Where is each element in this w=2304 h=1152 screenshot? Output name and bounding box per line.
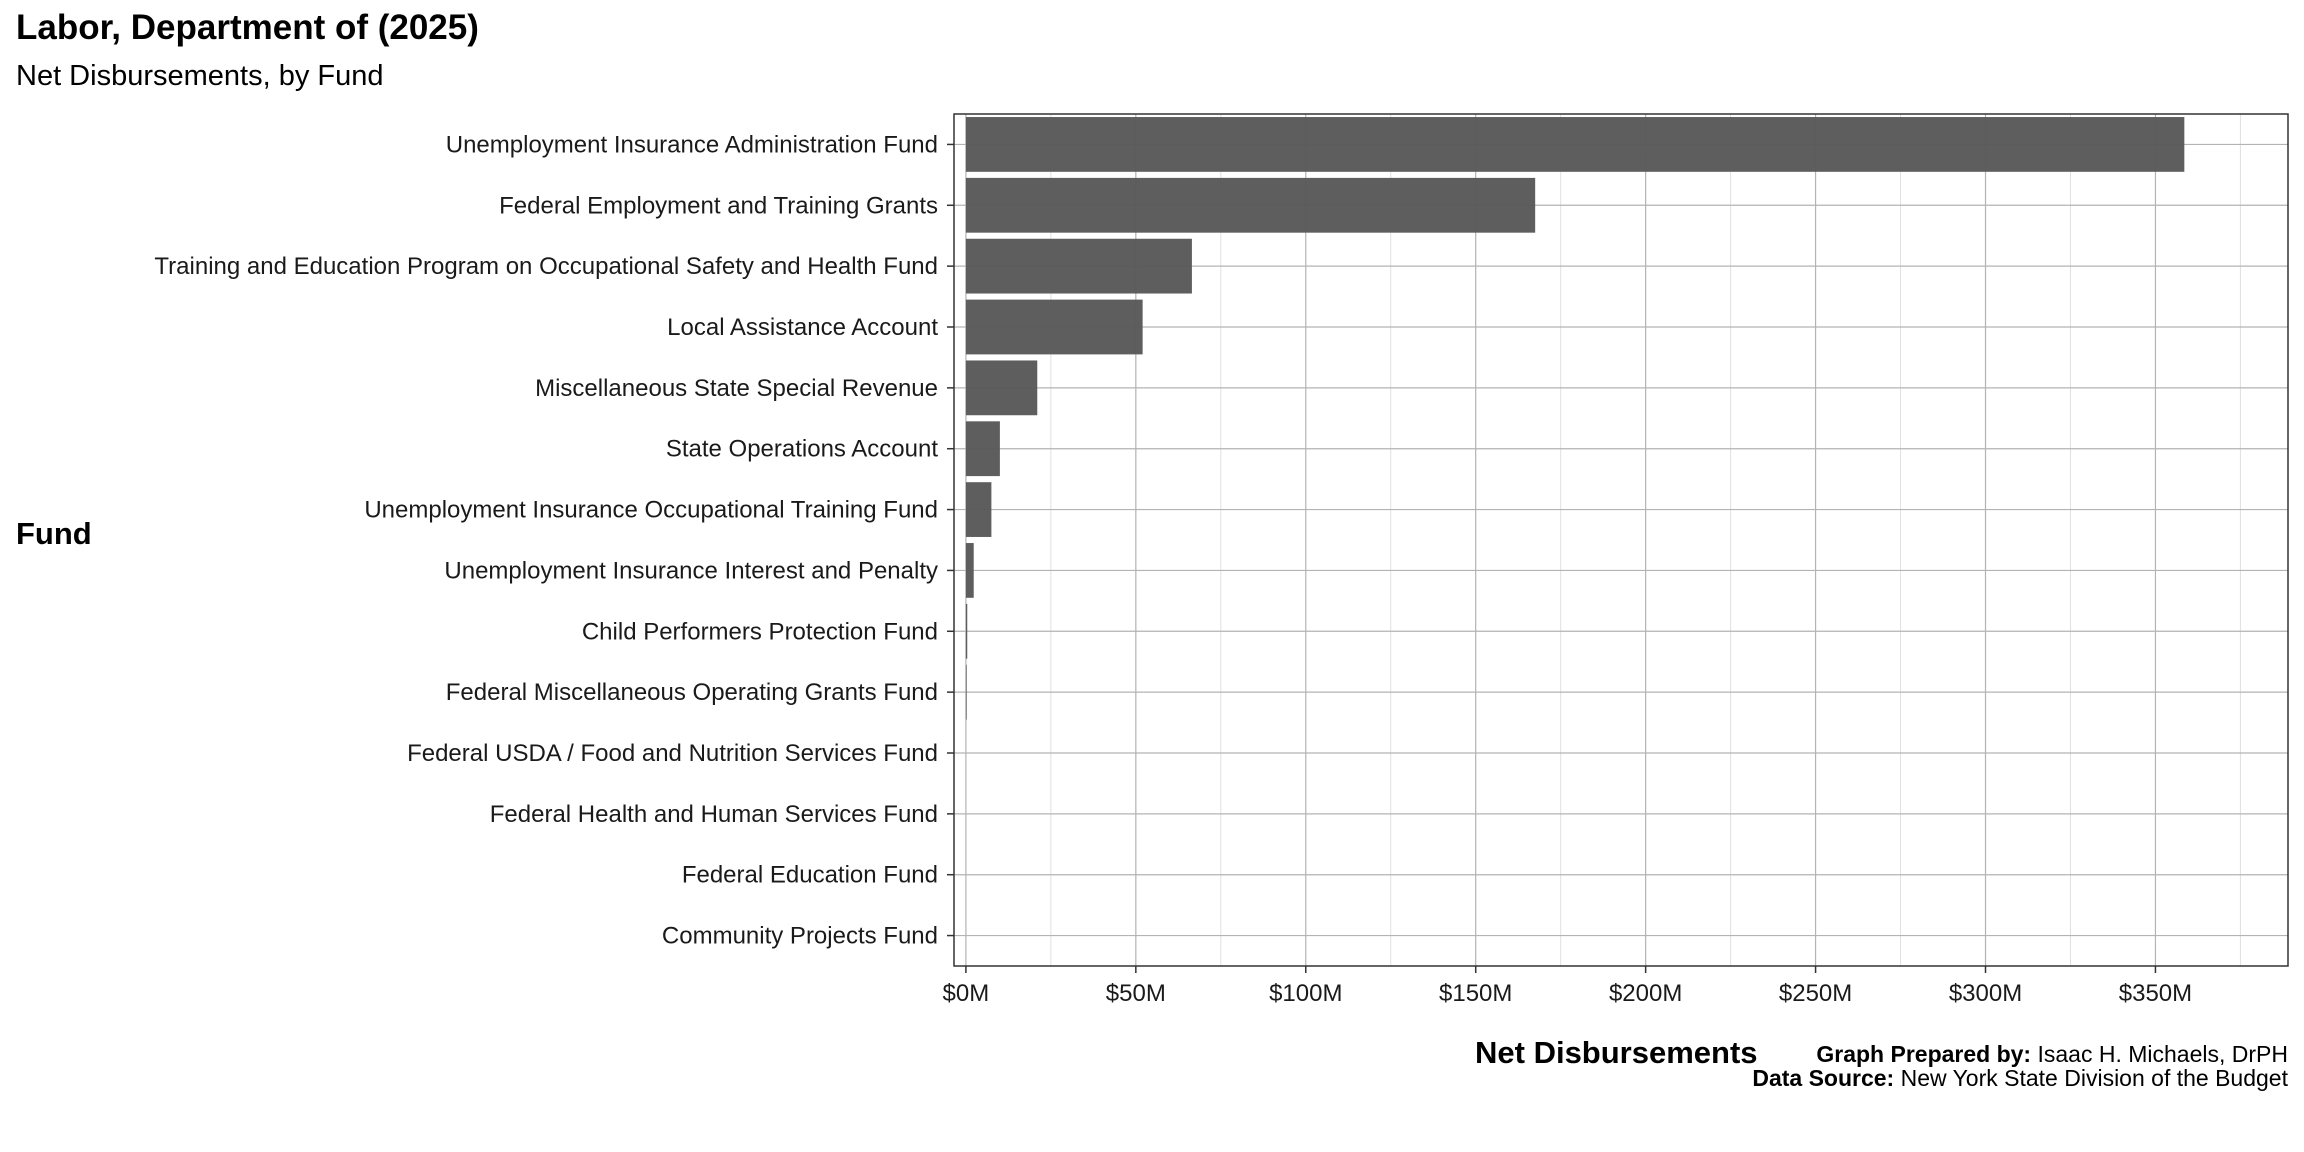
- y-tick-label: Training and Education Program on Occupa…: [154, 253, 938, 280]
- bar: [965, 421, 1000, 477]
- y-tick-label: Child Performers Protection Fund: [582, 618, 938, 645]
- x-tick-label: $150M: [1439, 980, 1512, 1007]
- caption-prepared-value: Isaac H. Michaels, DrPH: [2031, 1041, 2288, 1067]
- bar: [965, 238, 1192, 294]
- y-tick-label: Local Assistance Account: [667, 314, 938, 341]
- x-tick-label: $100M: [1269, 980, 1342, 1007]
- caption-prepared-label: Graph Prepared by:: [1816, 1041, 2032, 1067]
- caption-source: Data Source: New York State Division of …: [1752, 1066, 2288, 1090]
- x-axis-label: Net Disbursements: [1475, 1035, 1758, 1070]
- x-tick-label: $250M: [1779, 980, 1852, 1007]
- y-axis-label: Fund: [16, 516, 92, 551]
- bar: [965, 543, 974, 598]
- y-tick-label: Unemployment Insurance Occupational Trai…: [364, 497, 938, 524]
- y-tick-label: Unemployment Insurance Administration Fu…: [446, 131, 938, 158]
- caption-source-label: Data Source:: [1752, 1065, 1895, 1091]
- y-tick-label: Federal Education Fund: [682, 862, 938, 889]
- x-tick-label: $350M: [2119, 980, 2192, 1007]
- y-tick-label: Federal Health and Human Services Fund: [490, 801, 938, 828]
- bar: [965, 360, 1038, 416]
- bar: [965, 299, 1143, 355]
- x-tick-label: $50M: [1106, 980, 1166, 1007]
- bar: [965, 664, 967, 720]
- y-tick-label: Community Projects Fund: [662, 923, 938, 950]
- y-tick-label: State Operations Account: [666, 436, 939, 463]
- bar: [965, 482, 992, 537]
- y-tick-label: Federal USDA / Food and Nutrition Servic…: [407, 740, 938, 767]
- x-tick-label: $200M: [1609, 980, 1682, 1007]
- x-tick-label: $0M: [943, 980, 990, 1007]
- caption-source-value: New York State Division of the Budget: [1894, 1065, 2288, 1091]
- y-tick-label: Federal Miscellaneous Operating Grants F…: [446, 679, 938, 706]
- y-tick-label: Federal Employment and Training Grants: [499, 192, 938, 219]
- bar: [965, 177, 1536, 233]
- panel-border: [953, 113, 2289, 967]
- y-tick-label: Unemployment Insurance Interest and Pena…: [444, 557, 938, 584]
- chart-caption: Graph Prepared by: Isaac H. Michaels, Dr…: [1752, 1042, 2288, 1090]
- caption-prepared: Graph Prepared by: Isaac H. Michaels, Dr…: [1752, 1042, 2288, 1066]
- y-tick-label: Miscellaneous State Special Revenue: [535, 375, 938, 402]
- chart-subtitle: Net Disbursements, by Fund: [16, 60, 384, 92]
- chart-title: Labor, Department of (2025): [16, 8, 479, 47]
- bar: [965, 117, 2185, 172]
- x-tick-label: $300M: [1949, 980, 2022, 1007]
- bar: [965, 603, 968, 659]
